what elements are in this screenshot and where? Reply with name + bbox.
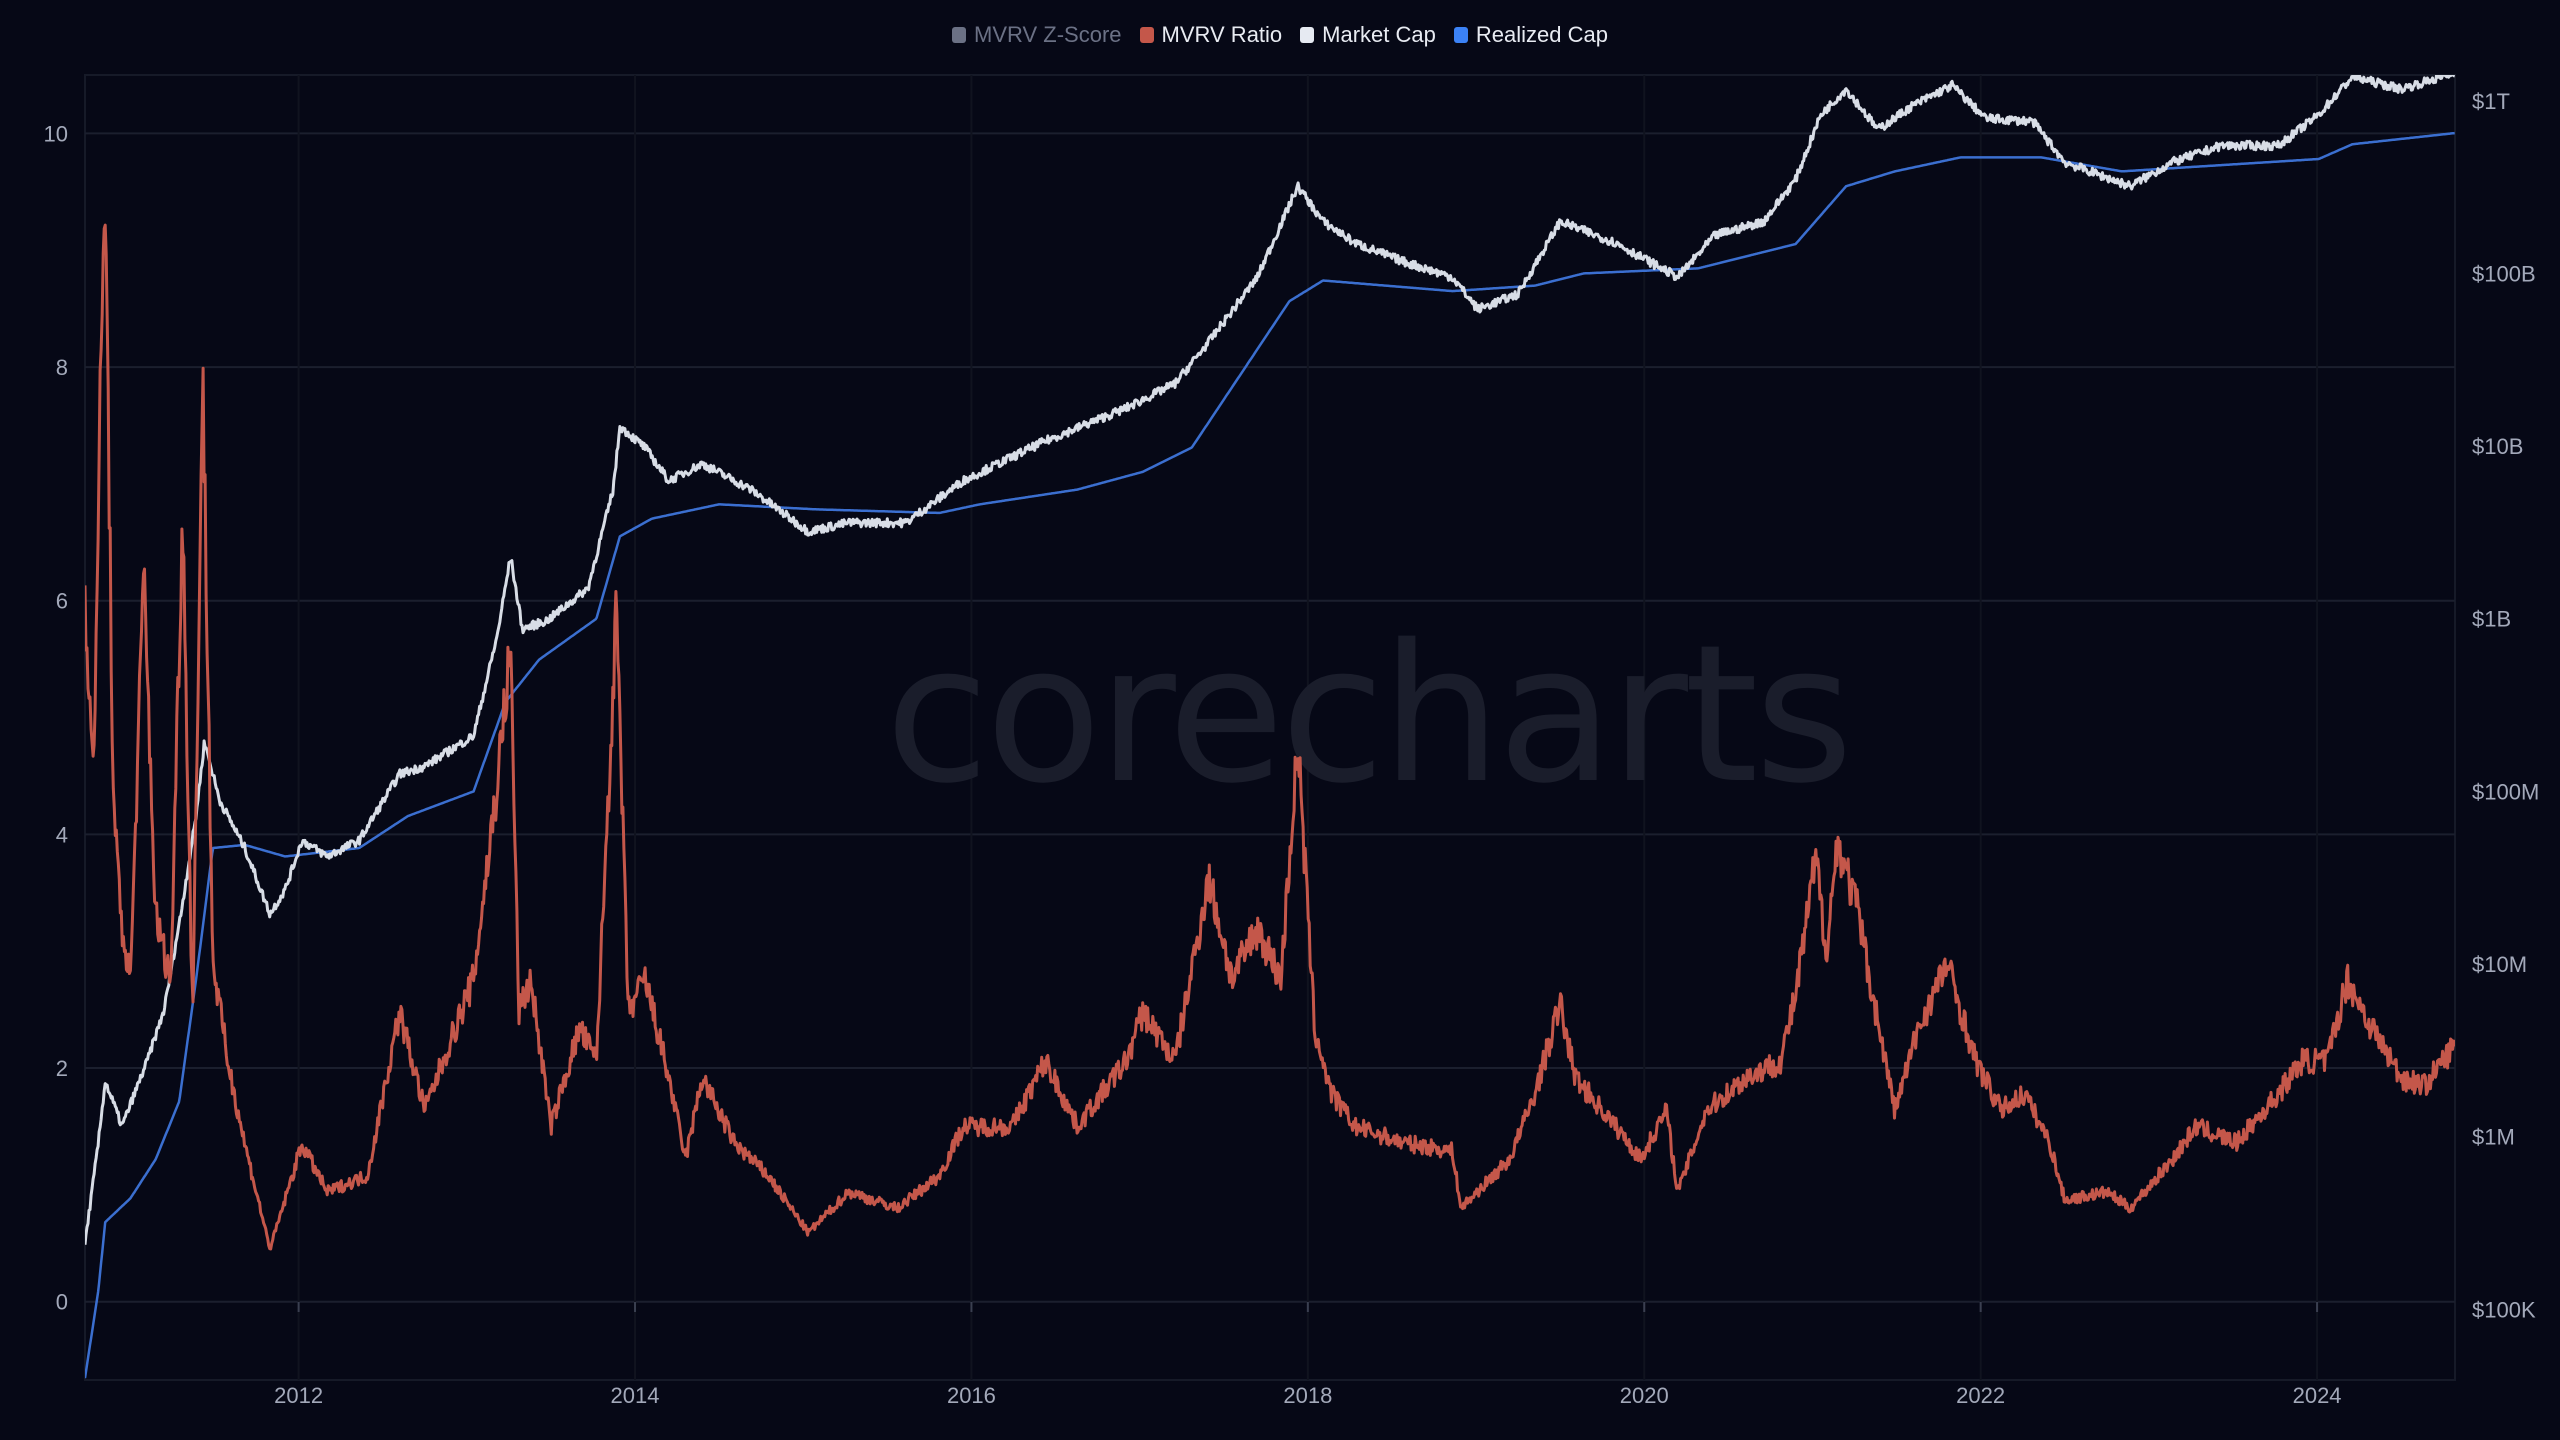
x-axis-tick-label: 2020 <box>1620 1383 1669 1408</box>
right-axis-tick-label: $1T <box>2472 89 2510 114</box>
right-axis-tick-label: $1B <box>2472 607 2511 632</box>
legend-item-realized-cap[interactable]: Realized Cap <box>1453 22 1608 48</box>
right-axis-tick-label: $10M <box>2472 952 2527 977</box>
x-axis-tick-label: 2016 <box>947 1383 996 1408</box>
legend-swatch <box>952 27 967 43</box>
left-axis-tick-label: 10 <box>44 121 68 146</box>
series-layer <box>85 75 2455 1379</box>
chart-legend: MVRV Z-Score MVRV Ratio Market Cap Reali… <box>0 22 2560 48</box>
x-axis-tick-label: 2022 <box>1956 1383 2005 1408</box>
legend-item-mvrv-z-score[interactable]: MVRV Z-Score <box>952 22 1122 48</box>
x-axis-tick-label: 2024 <box>2293 1383 2342 1408</box>
series-line-realized-cap <box>85 131 2455 1379</box>
legend-swatch <box>1139 27 1154 43</box>
left-axis-tick-label: 4 <box>56 822 68 847</box>
right-axis-tick-label: $100B <box>2472 261 2536 286</box>
right-axis-tick-label: $10B <box>2472 434 2523 459</box>
legend-label: Realized Cap <box>1475 22 1608 47</box>
x-axis-tick-label: 2018 <box>1283 1383 1332 1408</box>
legend-item-mvrv-ratio[interactable]: MVRV Ratio <box>1139 22 1283 48</box>
left-axis-tick-label: 2 <box>56 1056 68 1081</box>
legend-label: MVRV Ratio <box>1161 22 1283 47</box>
watermark: corecharts <box>885 604 1849 825</box>
legend-label: Market Cap <box>1322 22 1436 47</box>
legend-item-market-cap[interactable]: Market Cap <box>1300 22 1436 48</box>
right-axis-tick-label: $100K <box>2472 1297 2536 1322</box>
right-axis-tick-label: $1M <box>2472 1125 2515 1150</box>
left-axis-tick-label: 8 <box>56 355 68 380</box>
right-axis-tick-label: $100M <box>2472 779 2539 804</box>
legend-label: MVRV Z-Score <box>974 22 1122 47</box>
left-axis-tick-label: 0 <box>56 1290 68 1315</box>
legend-swatch <box>1453 27 1468 43</box>
left-axis-tick-label: 6 <box>56 589 68 614</box>
axes: 0 2 4 6 8 10 $100K $1M $10M $100M $1B $10B $100B $1T 2… <box>44 89 2540 1408</box>
series-line-mvrv-ratio <box>85 223 2455 1251</box>
plot-border <box>84 74 2456 1381</box>
legend-swatch <box>1300 27 1315 43</box>
x-axis-tick-label: 2012 <box>274 1383 323 1408</box>
series-line-market-cap <box>85 75 2455 1245</box>
x-axis-tick-label: 2014 <box>611 1383 660 1408</box>
grid <box>84 74 2456 1381</box>
